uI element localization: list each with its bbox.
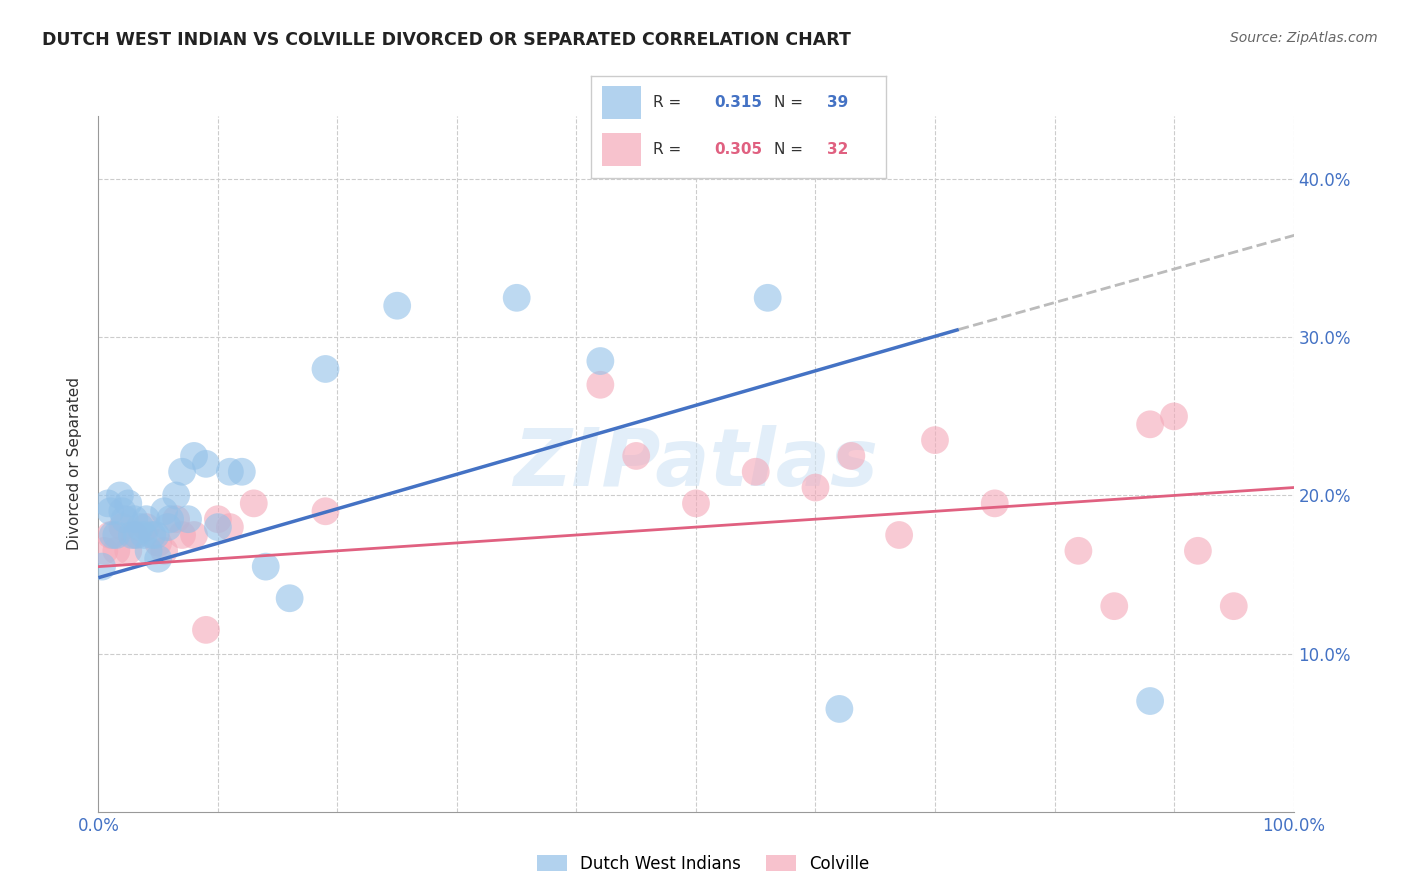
Bar bbox=[602, 87, 641, 119]
Point bbox=[111, 520, 134, 534]
Point bbox=[685, 496, 707, 510]
Point bbox=[219, 520, 242, 534]
Point bbox=[153, 504, 176, 518]
Point bbox=[156, 520, 179, 534]
Point bbox=[506, 291, 529, 305]
Point bbox=[105, 528, 128, 542]
Point bbox=[124, 528, 146, 542]
Point bbox=[98, 528, 122, 542]
Point bbox=[1067, 543, 1090, 558]
Point bbox=[183, 528, 205, 542]
Point bbox=[924, 433, 946, 447]
Legend: Dutch West Indians, Colville: Dutch West Indians, Colville bbox=[530, 848, 876, 880]
Point bbox=[315, 362, 337, 376]
Point bbox=[125, 528, 148, 542]
Point bbox=[135, 520, 157, 534]
Point bbox=[183, 449, 205, 463]
Point bbox=[108, 488, 131, 502]
Point bbox=[194, 623, 218, 637]
Point bbox=[135, 512, 157, 526]
Point bbox=[165, 488, 187, 502]
Point bbox=[172, 528, 194, 542]
Point bbox=[177, 512, 200, 526]
Point bbox=[153, 543, 176, 558]
Point bbox=[1102, 599, 1125, 614]
Point bbox=[984, 496, 1007, 510]
Point bbox=[1163, 409, 1185, 424]
Text: 0.315: 0.315 bbox=[714, 95, 762, 110]
Text: 32: 32 bbox=[827, 142, 848, 157]
Point bbox=[589, 377, 612, 392]
Point bbox=[114, 512, 136, 526]
Point bbox=[231, 465, 253, 479]
Point bbox=[889, 528, 911, 542]
Point bbox=[121, 528, 143, 542]
Point bbox=[804, 481, 827, 495]
Point bbox=[243, 496, 266, 510]
Point bbox=[194, 457, 218, 471]
Text: N =: N = bbox=[773, 142, 803, 157]
Point bbox=[756, 291, 779, 305]
Point bbox=[1139, 694, 1161, 708]
Point bbox=[98, 504, 122, 518]
Point bbox=[105, 543, 128, 558]
Text: N =: N = bbox=[773, 95, 803, 110]
Point bbox=[745, 465, 768, 479]
Text: DUTCH WEST INDIAN VS COLVILLE DIVORCED OR SEPARATED CORRELATION CHART: DUTCH WEST INDIAN VS COLVILLE DIVORCED O… bbox=[42, 31, 851, 49]
Point bbox=[91, 559, 114, 574]
Point bbox=[145, 528, 167, 542]
Bar bbox=[602, 133, 641, 166]
Point bbox=[132, 528, 155, 542]
Point bbox=[172, 465, 194, 479]
Point bbox=[101, 528, 124, 542]
Point bbox=[385, 299, 409, 313]
Point bbox=[117, 543, 139, 558]
Point bbox=[97, 496, 120, 510]
Text: ZIPatlas: ZIPatlas bbox=[513, 425, 879, 503]
Point bbox=[219, 465, 242, 479]
Point bbox=[93, 543, 115, 558]
Text: R =: R = bbox=[652, 142, 681, 157]
Point bbox=[129, 520, 152, 534]
Text: 39: 39 bbox=[827, 95, 848, 110]
Point bbox=[159, 512, 181, 526]
Point bbox=[117, 496, 139, 510]
Point bbox=[207, 520, 229, 534]
Point bbox=[841, 449, 863, 463]
Point bbox=[254, 559, 277, 574]
Point bbox=[1139, 417, 1161, 432]
Text: Source: ZipAtlas.com: Source: ZipAtlas.com bbox=[1230, 31, 1378, 45]
Point bbox=[1187, 543, 1209, 558]
Y-axis label: Divorced or Separated: Divorced or Separated bbox=[67, 377, 83, 550]
Text: 0.305: 0.305 bbox=[714, 142, 762, 157]
Point bbox=[148, 551, 170, 566]
Point bbox=[124, 512, 146, 526]
Point bbox=[141, 528, 163, 542]
Point bbox=[828, 702, 851, 716]
Point bbox=[278, 591, 301, 606]
Point bbox=[589, 354, 612, 368]
Point bbox=[148, 536, 170, 550]
Text: R =: R = bbox=[652, 95, 681, 110]
Point bbox=[626, 449, 648, 463]
Point bbox=[315, 504, 337, 518]
Point bbox=[138, 543, 160, 558]
Point bbox=[1222, 599, 1246, 614]
Point bbox=[207, 512, 229, 526]
Point bbox=[165, 512, 187, 526]
Point bbox=[111, 504, 134, 518]
